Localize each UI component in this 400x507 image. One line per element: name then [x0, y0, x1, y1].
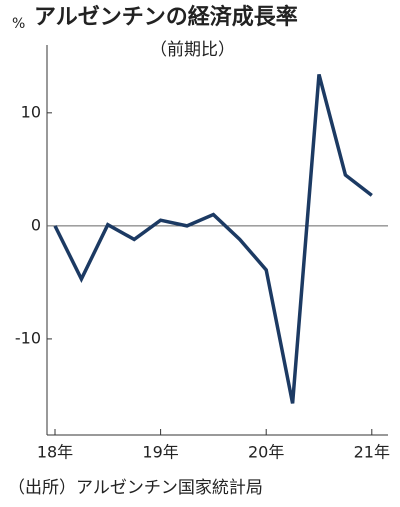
- source-note: （出所）アルゼンチン国家統計局: [8, 478, 263, 498]
- x-tick-label: 21年: [354, 443, 390, 462]
- chart-subtitle: （前期比）: [150, 40, 235, 60]
- x-tick-label: 18年: [37, 443, 73, 462]
- y-tick-label: 0: [31, 215, 41, 234]
- data-line: [53, 73, 373, 404]
- x-tick-label: 19年: [142, 443, 178, 462]
- chart-title: アルゼンチンの経済成長率: [34, 4, 298, 30]
- unit-label: %: [12, 16, 25, 32]
- y-tick-label: 10: [21, 102, 41, 121]
- y-tick-label: -10: [15, 328, 41, 347]
- x-tick-label: 20年: [248, 443, 284, 462]
